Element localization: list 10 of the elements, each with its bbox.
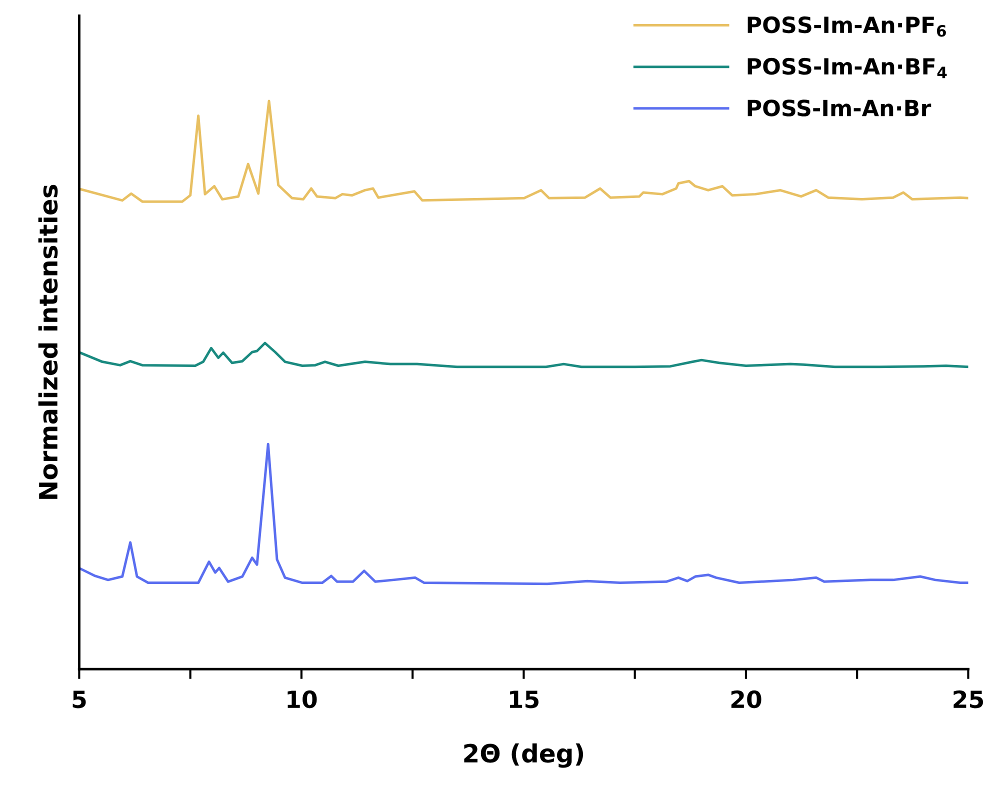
x-tick-label: 25: [954, 690, 983, 708]
legend-label: POSS-Im-An·PF$_{6}$: [748, 16, 946, 37]
x-tick-label: 20: [731, 690, 762, 708]
x-tick-label: 15: [510, 690, 538, 708]
x-tick-label: 5: [72, 690, 86, 708]
legend-label: POSS-Im-An·Br: [748, 100, 932, 116]
y-axis-title: Normalized intensities: [38, 184, 58, 499]
x-tick-label: 10: [288, 690, 317, 708]
legend-label: POSS-Im-An·BF$_{4}$: [748, 58, 947, 78]
x-axis-title: 2Θ (deg): [464, 743, 584, 768]
